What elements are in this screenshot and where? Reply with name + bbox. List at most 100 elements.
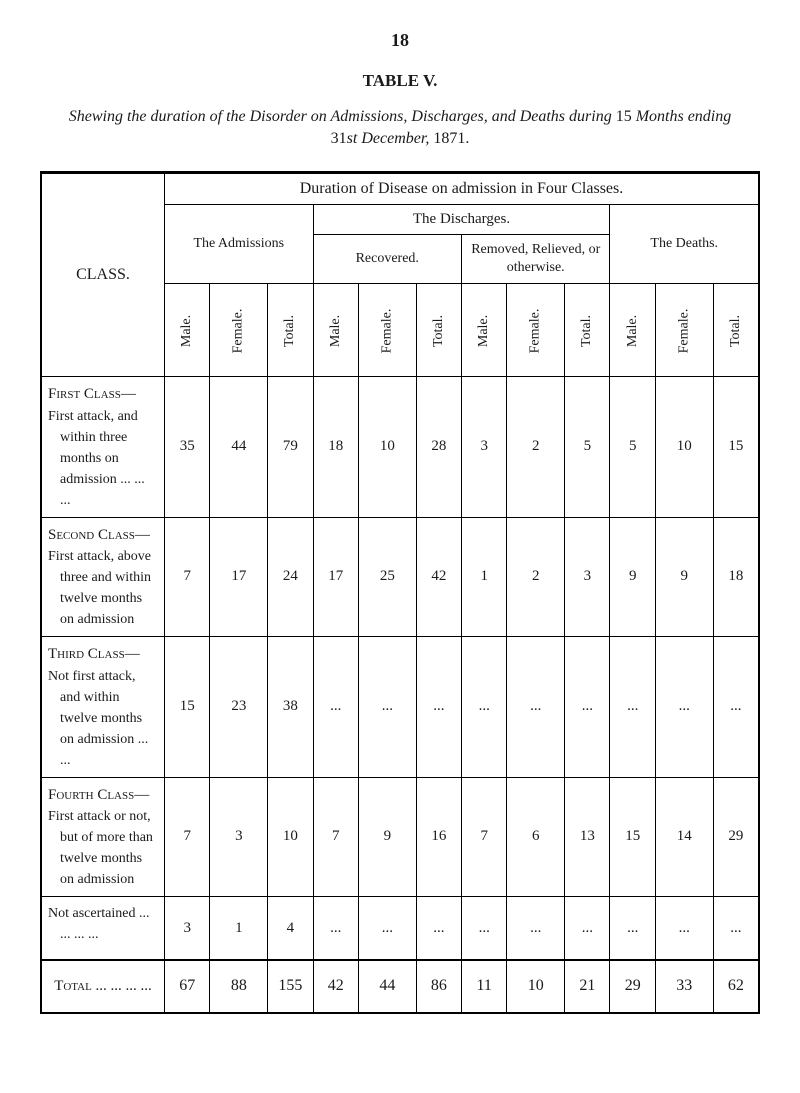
data-cell: 25 (358, 517, 416, 637)
total-value: 62 (713, 960, 759, 1013)
total-value: 155 (268, 960, 313, 1013)
data-cell: ... (655, 897, 713, 961)
total-value: 21 (565, 960, 610, 1013)
total-value: 10 (507, 960, 565, 1013)
page-number: 18 (40, 30, 760, 51)
data-cell: 24 (268, 517, 313, 637)
data-cell: ... (507, 637, 565, 778)
data-cell: 17 (210, 517, 268, 637)
class-description: Not first attack, and within twelve mont… (60, 666, 158, 771)
class-description: First attack, and within three months on… (60, 406, 158, 511)
data-cell: 15 (165, 637, 210, 778)
data-cell: 9 (358, 777, 416, 897)
class-heading: Second Class— (48, 527, 150, 543)
total-value: 29 (610, 960, 655, 1013)
data-cell: 1 (461, 517, 506, 637)
data-cell: ... (655, 637, 713, 778)
header-female: Female. (655, 284, 713, 377)
header-female: Female. (210, 284, 268, 377)
data-cell: ... (358, 637, 416, 778)
data-cell: 6 (507, 777, 565, 897)
class-label-cell: First Class— First attack, and within thr… (41, 377, 165, 518)
data-cell: ... (610, 897, 655, 961)
class-description: Not ascertained ... ... ... ... (60, 903, 158, 945)
class-label-cell: Second Class— First attack, above three a… (41, 517, 165, 637)
header-male: Male. (461, 284, 506, 377)
class-heading: Third Class— (48, 646, 140, 662)
data-cell: ... (313, 897, 358, 961)
table-caption: Shewing the duration of the Disorder on … (60, 106, 740, 151)
header-recovered: Recovered. (313, 234, 461, 283)
total-value: 33 (655, 960, 713, 1013)
header-female: Female. (358, 284, 416, 377)
data-cell: 13 (565, 777, 610, 897)
data-cell: ... (358, 897, 416, 961)
data-cell: 7 (461, 777, 506, 897)
data-cell: 4 (268, 897, 313, 961)
data-cell: ... (565, 637, 610, 778)
class-description: First attack or not, but of more than tw… (60, 806, 158, 890)
total-value: 42 (313, 960, 358, 1013)
data-cell: 42 (416, 517, 461, 637)
data-cell: 10 (655, 377, 713, 518)
data-cell: 17 (313, 517, 358, 637)
data-cell: ... (507, 897, 565, 961)
table-row: Second Class— First attack, above three a… (41, 517, 759, 637)
data-cell: ... (610, 637, 655, 778)
data-cell: ... (565, 897, 610, 961)
header-duration: Duration of Disease on admission in Four… (165, 172, 759, 204)
data-cell: 7 (165, 777, 210, 897)
data-cell: 38 (268, 637, 313, 778)
table-row: Third Class— Not first attack, and within… (41, 637, 759, 778)
data-cell: ... (461, 897, 506, 961)
table-label: TABLE V. (40, 71, 760, 91)
caption-part: 15 (612, 108, 636, 125)
data-cell: ... (713, 897, 759, 961)
data-cell: ... (416, 637, 461, 778)
data-cell: 79 (268, 377, 313, 518)
caption-part: Shewing the duration of the Disorder on … (69, 108, 612, 125)
data-cell: 44 (210, 377, 268, 518)
class-label-cell: Third Class— Not first attack, and within… (41, 637, 165, 778)
total-value: 67 (165, 960, 210, 1013)
class-label-cell: Not ascertained ... ... ... ... (41, 897, 165, 961)
class-heading: Fourth Class— (48, 787, 149, 803)
header-total: Total. (416, 284, 461, 377)
data-cell: 28 (416, 377, 461, 518)
table-row: First Class— First attack, and within thr… (41, 377, 759, 518)
data-cell: 3 (165, 897, 210, 961)
header-class: CLASS. (41, 172, 165, 376)
total-label: Total ... ... ... ... (41, 960, 165, 1013)
total-value: 88 (210, 960, 268, 1013)
data-cell: 9 (610, 517, 655, 637)
data-cell: 10 (268, 777, 313, 897)
data-cell: 1 (210, 897, 268, 961)
header-discharges: The Discharges. (313, 204, 610, 234)
class-heading: First Class— (48, 386, 136, 402)
data-cell: 3 (565, 517, 610, 637)
total-value: 11 (461, 960, 506, 1013)
class-description: First attack, above three and within twe… (60, 546, 158, 630)
class-label-cell: Fourth Class— First attack or not, but of… (41, 777, 165, 897)
data-cell: ... (461, 637, 506, 778)
data-cell: 18 (713, 517, 759, 637)
data-cell: 15 (610, 777, 655, 897)
caption-part: st December, (347, 130, 430, 147)
data-cell: 3 (210, 777, 268, 897)
data-cell: ... (713, 637, 759, 778)
data-cell: 23 (210, 637, 268, 778)
header-total: Total. (268, 284, 313, 377)
data-cell: 10 (358, 377, 416, 518)
data-cell: 3 (461, 377, 506, 518)
caption-part: Months ending (636, 108, 732, 125)
data-cell: ... (313, 637, 358, 778)
data-cell: 7 (313, 777, 358, 897)
data-cell: 5 (565, 377, 610, 518)
data-cell: 2 (507, 377, 565, 518)
caption-part: 1871. (429, 130, 469, 147)
data-cell: 7 (165, 517, 210, 637)
data-cell: 15 (713, 377, 759, 518)
data-cell: 14 (655, 777, 713, 897)
data-table: CLASS. Duration of Disease on admission … (40, 171, 760, 1014)
table-row: Not ascertained ... ... ... ...314......… (41, 897, 759, 961)
